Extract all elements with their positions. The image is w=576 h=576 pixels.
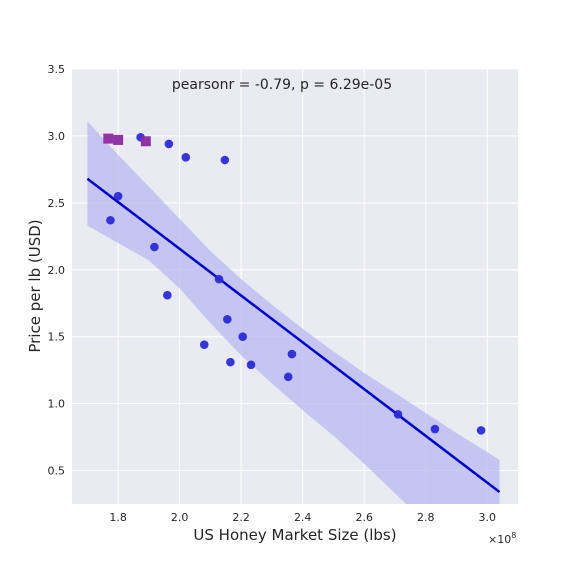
scatter-point [246,360,256,370]
scatter-point [106,215,115,225]
scatter-point [163,290,172,300]
highlighted-point [103,133,114,144]
scatter-point [223,314,232,324]
y-tick-label: 3.5 [48,63,66,76]
y-axis-label: Price per lb (USD) [26,219,44,352]
scatter-point [214,274,224,284]
x-tick-label: 1.8 [109,511,127,524]
regression-line [86,177,501,493]
confidence-band [87,121,500,504]
scatter-point [150,242,159,252]
scatter-point [393,410,403,419]
pearson-annotation: pearsonr = -0.79, p = 6.29e-05 [172,77,392,93]
scatter-points-layer [103,132,486,435]
y-tick-label: 1.5 [48,331,66,344]
scatter-point [430,424,440,434]
x-tick-label: 2.0 [171,511,189,524]
scatter-point [199,340,209,350]
highlighted-point [140,136,151,147]
scatter-point [220,155,230,165]
scatter-point [476,426,486,435]
x-offset-base: ×10 [488,533,511,546]
scatter-point [181,153,191,162]
scatter-point [287,349,297,359]
x-tick-label: 2.8 [417,511,435,524]
scatter-point [238,332,248,341]
x-tick-label: 3.0 [478,511,496,524]
x-tick-label: 2.2 [232,511,250,524]
regression-line-layer [86,177,501,493]
y-tick-label: 0.5 [48,465,66,478]
highlighted-point [113,134,124,145]
x-tick-label: 2.4 [294,511,312,524]
scatter-point [164,139,174,149]
x-offset-label: ×108 [488,531,516,546]
x-offset-exponent: 8 [511,531,516,540]
scatter-point [113,191,123,201]
confidence-band-layer [87,121,500,504]
scatter-point [283,372,293,382]
y-tick-label: 2.0 [48,264,66,277]
x-axis-label: US Honey Market Size (lbs) [193,526,396,544]
scatter-point [226,357,235,367]
x-tick-label: 2.6 [355,511,373,524]
y-tick-label: 1.0 [48,398,66,411]
tick-labels: 1.8 2.0 2.2 2.4 2.6 2.8 3.0 0.5 1.0 1.5 2.0 2.5 3.0 3… [48,63,496,524]
y-tick-label: 2.5 [48,197,66,210]
y-tick-label: 3.0 [48,130,66,143]
